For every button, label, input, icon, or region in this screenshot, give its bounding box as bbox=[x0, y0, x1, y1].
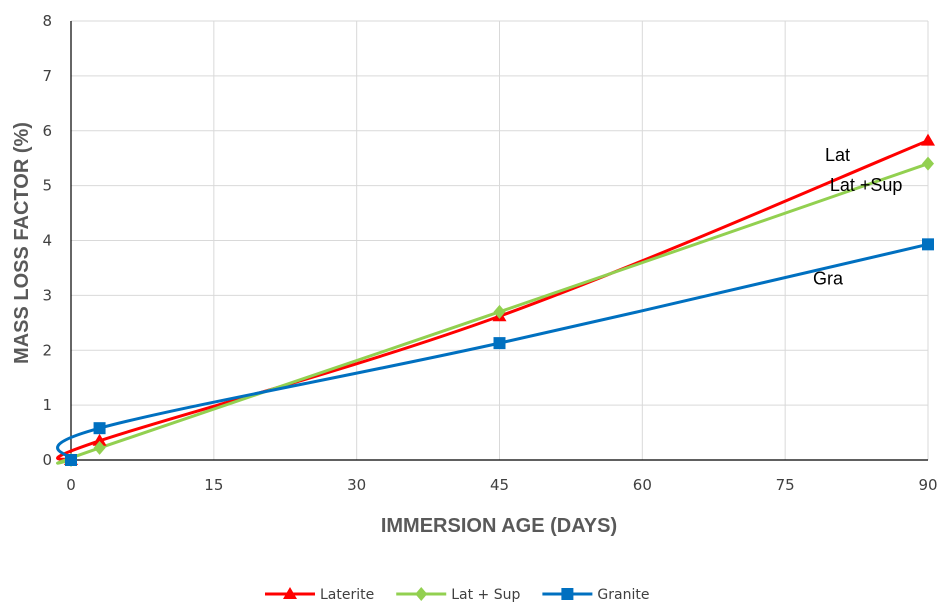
x-tick-label: 15 bbox=[204, 476, 223, 494]
legend-label: Laterite bbox=[320, 587, 374, 603]
series-line-2 bbox=[56, 242, 929, 461]
y-tick-label: 1 bbox=[42, 396, 52, 414]
y-tick-label: 7 bbox=[42, 67, 52, 85]
x-tick-label: 60 bbox=[633, 476, 652, 494]
axes bbox=[70, 21, 928, 461]
legend-label: Lat + Sup bbox=[451, 587, 520, 603]
y-tick-label: 6 bbox=[42, 122, 52, 140]
data-point-2-1 bbox=[93, 422, 106, 435]
y-tick-label: 0 bbox=[42, 451, 52, 469]
line-annotations: Lat Lat +Sup Gra bbox=[813, 145, 902, 288]
series-line-0 bbox=[56, 139, 929, 462]
data-point-1-1 bbox=[93, 440, 106, 455]
data-point-1-2 bbox=[493, 304, 506, 319]
data-point-2-0 bbox=[65, 454, 77, 466]
legend-marker-1 bbox=[415, 587, 428, 601]
series-line-1 bbox=[56, 162, 929, 465]
series-markers bbox=[64, 133, 935, 467]
y-tick-label: 2 bbox=[42, 341, 52, 359]
legend: Laterite Lat + Sup Granite bbox=[265, 587, 649, 603]
x-tick-label: 90 bbox=[918, 476, 937, 494]
legend-marker-2 bbox=[561, 588, 574, 600]
y-tick-label: 8 bbox=[42, 12, 52, 30]
series-lines bbox=[56, 139, 929, 465]
data-point-0-3 bbox=[921, 133, 935, 146]
legend-marker-0 bbox=[283, 587, 297, 599]
y-axis-title: MASS LOSS FACTOR (%) bbox=[11, 122, 33, 364]
line-label: Lat +Sup bbox=[830, 175, 903, 195]
grid-lines bbox=[71, 20, 929, 460]
y-tick-label: 5 bbox=[42, 177, 52, 195]
x-tick-label: 75 bbox=[776, 476, 795, 494]
legend-label: Granite bbox=[597, 587, 649, 603]
x-tick-label: 30 bbox=[347, 476, 366, 494]
line-label: Lat bbox=[825, 145, 850, 165]
x-tick-labels: 0 15 30 45 60 75 90 bbox=[66, 476, 937, 494]
data-point-1-3 bbox=[922, 156, 934, 171]
y-tick-labels: 0 1 2 3 4 5 6 7 8 bbox=[42, 12, 52, 469]
x-tick-label: 45 bbox=[490, 476, 509, 494]
x-tick-label: 0 bbox=[66, 476, 76, 494]
data-point-2-2 bbox=[493, 337, 506, 350]
x-axis-title: IMMERSION AGE (DAYS) bbox=[381, 515, 617, 537]
y-tick-label: 4 bbox=[42, 232, 52, 250]
y-tick-label: 3 bbox=[42, 286, 52, 304]
data-point-2-3 bbox=[922, 238, 934, 251]
line-label: Gra bbox=[813, 268, 844, 288]
data-point-0-1 bbox=[92, 433, 107, 446]
